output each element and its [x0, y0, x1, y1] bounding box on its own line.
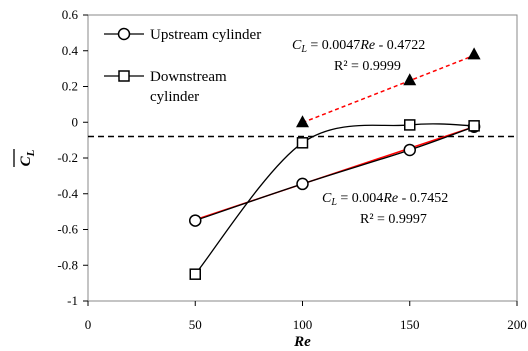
y-axis-title: CL — [13, 149, 37, 167]
equation-var: C — [322, 191, 332, 206]
r-squared-1: R² = 0.9999 — [334, 59, 401, 74]
equation-mid: = 0.004 — [337, 191, 383, 206]
plot-frame — [87, 14, 518, 302]
equation-var2: Re — [382, 191, 398, 206]
y-axis-title-sub: L — [25, 149, 37, 157]
y-tick-label: 0.6 — [62, 7, 79, 22]
legend: Upstream cylinder Downstream cylinder — [104, 27, 261, 105]
point-downstream — [404, 119, 416, 131]
legend-label: cylinder — [150, 89, 199, 105]
point-triangle — [296, 115, 309, 128]
lines — [88, 54, 517, 275]
x-tick-label: 200 — [507, 317, 527, 332]
point-triangle — [403, 73, 417, 86]
x-tick-label: 150 — [400, 317, 420, 332]
equation-2: CL = 0.004Re - 0.7452 — [322, 191, 448, 208]
y-tick-label: -1 — [67, 293, 78, 308]
y-tick-label: 0.2 — [62, 79, 78, 94]
y-tick-label: -0.2 — [57, 150, 78, 165]
legend-label: Upstream cylinder — [150, 27, 261, 43]
equation-mid: = 0.0047 — [307, 38, 360, 53]
fit-line-1 — [302, 54, 475, 124]
x-axis-title: Re — [293, 334, 311, 350]
equation-tail: - 0.4722 — [375, 38, 425, 53]
equation-var: C — [292, 38, 302, 53]
x-tick-label: 0 — [85, 317, 92, 332]
legend-marker-circle — [117, 27, 131, 41]
y-tick-label: -0.4 — [57, 186, 78, 201]
series-line-2 — [194, 123, 475, 275]
r-squared-2: R² = 0.9997 — [360, 212, 427, 227]
legend-label: Downstream — [150, 69, 227, 85]
point-upstream — [296, 177, 309, 191]
y-tick-label: 0.4 — [62, 43, 79, 58]
equation-sub: L — [300, 44, 307, 55]
point-downstream — [189, 268, 201, 280]
x-tick-label: 50 — [189, 317, 202, 332]
y-tick-label: 0 — [72, 114, 79, 129]
x-tick-label: 100 — [293, 317, 313, 332]
point-upstream — [189, 214, 202, 227]
equation-var2: Re — [359, 38, 375, 53]
y-tick-label: -0.8 — [57, 257, 78, 272]
point-upstream — [403, 143, 416, 157]
point-triangle — [467, 47, 481, 60]
equation-1: CL = 0.0047Re - 0.4722 — [292, 38, 425, 55]
marks — [189, 47, 481, 280]
y-axis-title-c: C — [18, 155, 34, 166]
point-downstream — [468, 120, 480, 132]
series-line-1 — [195, 126, 475, 222]
equation-tail: - 0.7452 — [398, 191, 448, 206]
point-downstream — [296, 137, 309, 149]
y-tick-label: -0.6 — [57, 222, 78, 237]
y-axis-title-text: CL — [18, 149, 37, 166]
axes: 0.6 0.4 0.2 0 -0.2 -0.4 -0.6 -0.8 -1 0 50 100 150 200… — [13, 7, 527, 350]
equation-sub: L — [330, 197, 337, 208]
legend-marker-square — [118, 70, 130, 82]
